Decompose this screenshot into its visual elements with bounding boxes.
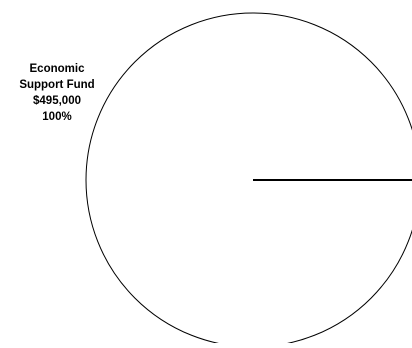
pie-slice-economic-support-fund xyxy=(85,12,412,348)
slice-name-line-2: Support Fund xyxy=(19,79,95,91)
slice-value-label: $495,000 xyxy=(33,95,81,107)
slice-percent-label: 100% xyxy=(42,111,72,123)
slice-label-economic-support-fund: Economic Support Fund $495,000 100% xyxy=(2,61,112,125)
slice-name-line-1: Economic xyxy=(29,63,85,75)
